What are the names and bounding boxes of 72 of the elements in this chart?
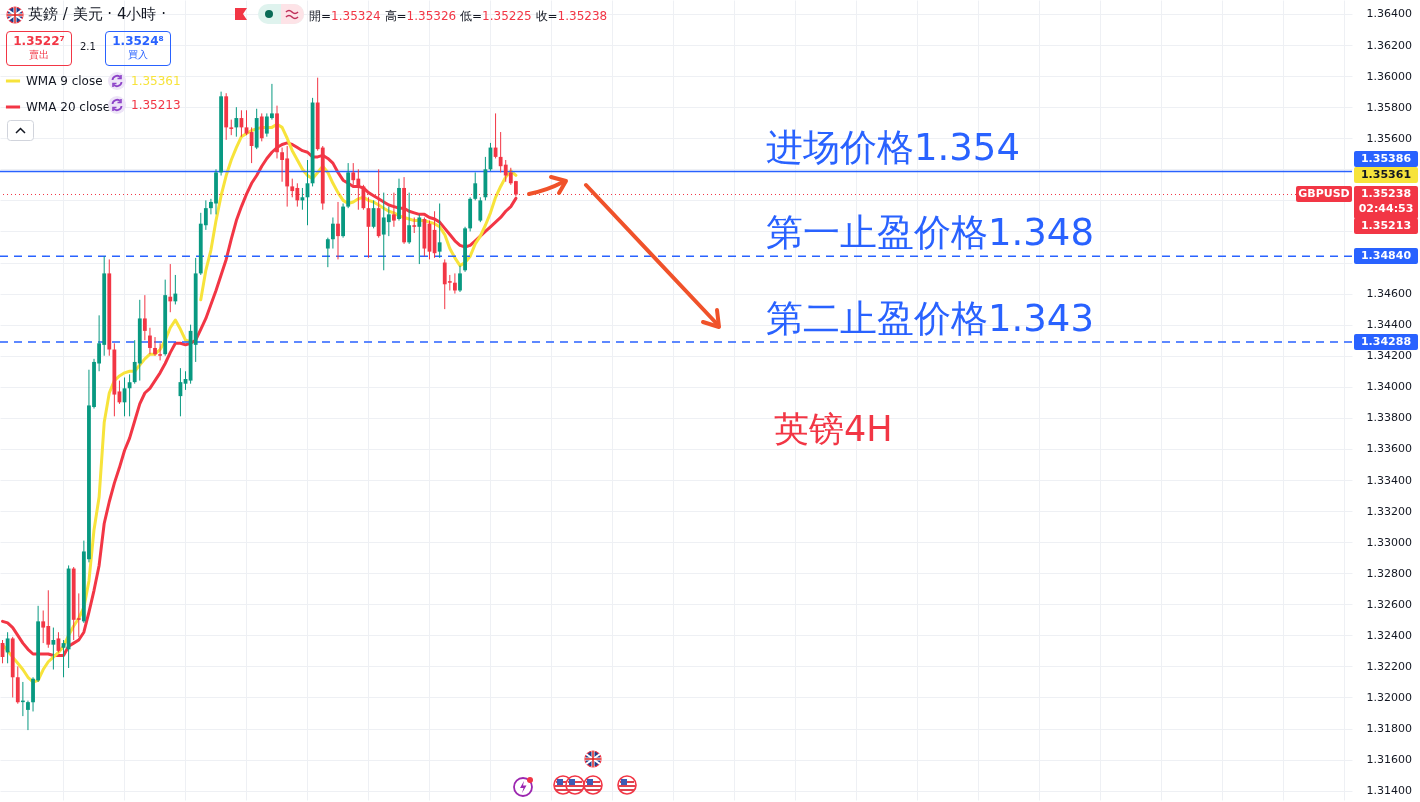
candlestick bbox=[234, 106, 239, 138]
annotation: 英镑4H bbox=[774, 409, 893, 449]
candlestick bbox=[386, 206, 391, 237]
y-tick-label: 1.32600 bbox=[1366, 597, 1412, 611]
text: 1.35213 bbox=[1354, 218, 1418, 235]
y-tick-label: 1.33000 bbox=[1366, 535, 1412, 549]
annotation: 買入 bbox=[127, 48, 149, 62]
candlestick bbox=[127, 373, 132, 417]
candlestick bbox=[325, 237, 330, 268]
y-tick-label: 1.36200 bbox=[1366, 38, 1412, 52]
candlestick bbox=[249, 126, 254, 164]
candlestick bbox=[173, 274, 178, 305]
candlestick bbox=[26, 700, 30, 731]
candlestick bbox=[478, 196, 483, 223]
y-tick-label: 1.36000 bbox=[1366, 69, 1412, 83]
sell-button: 1.3522⁷ 賣出 bbox=[6, 31, 72, 66]
annotation: 进场价格1.354 bbox=[766, 126, 1020, 170]
y-tick-label: 1.34200 bbox=[1366, 349, 1412, 363]
text: 02:44:53 bbox=[1357, 201, 1415, 218]
y-tick-label: 1.32800 bbox=[1366, 566, 1412, 580]
ref-line-label: 1.34840 bbox=[1354, 248, 1418, 265]
y-tick-label: 1.31400 bbox=[1366, 784, 1412, 798]
annotation: 2.1 bbox=[80, 41, 96, 52]
buy-button: 1.3524⁸ 買入 bbox=[105, 31, 171, 66]
legend-label: WMA 20 close bbox=[26, 100, 111, 114]
y-tick-label: 1.33800 bbox=[1366, 411, 1412, 425]
candlestick bbox=[331, 216, 335, 250]
candlestick bbox=[148, 327, 152, 355]
candlestick bbox=[336, 201, 340, 260]
candlestick bbox=[351, 162, 356, 186]
annotation: 第一止盈价格1.348 bbox=[766, 211, 1094, 255]
annotation: 賣出 bbox=[28, 48, 50, 62]
legend-label: WMA 9 close bbox=[26, 74, 103, 88]
ref-line-label: 1.35386 bbox=[1354, 151, 1418, 168]
ref-line-label: 1.34288 bbox=[1354, 334, 1418, 351]
annotation: 1.3522⁷ bbox=[12, 34, 66, 48]
y-tick-label: 1.31600 bbox=[1366, 753, 1412, 767]
y-tick-label: 1.34000 bbox=[1366, 380, 1412, 394]
annotation: 1.35213 bbox=[131, 98, 181, 112]
candlestick bbox=[407, 192, 412, 245]
candlestick bbox=[437, 203, 442, 259]
annotation: 第二止盈价格1.343 bbox=[766, 297, 1094, 341]
y-tick-label: 1.33600 bbox=[1366, 442, 1412, 456]
y-tick-label: 1.34600 bbox=[1366, 287, 1412, 301]
y-tick-label: 1.35600 bbox=[1366, 131, 1412, 145]
annotation: 1.3524⁸ bbox=[111, 34, 165, 48]
chart-title: 英鎊 / 美元 · 4小時 · bbox=[28, 5, 166, 24]
candlestick bbox=[458, 265, 462, 293]
annotation: GBPUSD bbox=[1297, 186, 1351, 203]
candlestick bbox=[453, 272, 457, 295]
y-tick-label: 1.31800 bbox=[1366, 722, 1412, 736]
candlestick bbox=[158, 342, 163, 361]
candlestick bbox=[51, 627, 56, 671]
ref-line-label: 1.35238 bbox=[1359, 186, 1413, 203]
y-tick-label: 1.35800 bbox=[1366, 100, 1412, 114]
y-tick-label: 1.32200 bbox=[1366, 659, 1412, 673]
y-tick-label: 1.34400 bbox=[1366, 318, 1412, 332]
candlestick bbox=[473, 171, 478, 201]
y-tick-label: 1.32400 bbox=[1366, 628, 1412, 642]
candlestick bbox=[259, 112, 264, 142]
text: 1.35361 bbox=[1354, 167, 1418, 184]
candlestick bbox=[142, 294, 147, 341]
candlestick bbox=[417, 213, 422, 265]
candlestick bbox=[153, 336, 157, 357]
text: 開=1.35324 高=1.35326 低=1.35225 收=1.35238 bbox=[309, 8, 608, 25]
candlestick bbox=[41, 609, 46, 644]
y-tick-label: 1.36400 bbox=[1366, 7, 1412, 21]
annotation: 1.35361 bbox=[131, 74, 181, 88]
y-tick-label: 1.32000 bbox=[1366, 690, 1412, 704]
candlestick bbox=[5, 631, 10, 664]
y-tick-label: 1.33200 bbox=[1366, 504, 1412, 518]
y-tick-label: 1.33400 bbox=[1366, 473, 1412, 487]
